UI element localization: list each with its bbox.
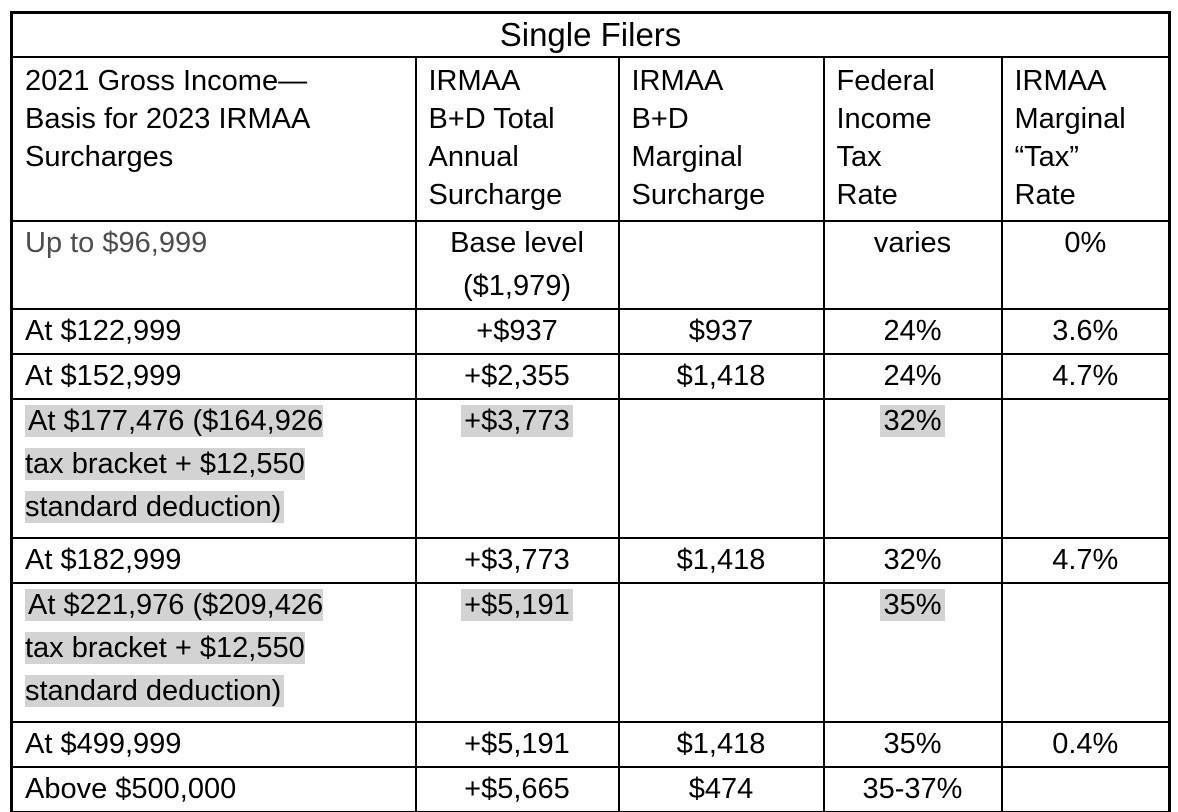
cell-income: At $152,999 [10, 353, 417, 400]
header-row: 2021 Gross Income— Basis for 2023 IRMAA … [10, 56, 1171, 222]
cell-fed-tax-rate: 32% [822, 537, 1003, 584]
column-header-irmaa-tax-rate: IRMAA Marginal “Tax” Rate [1000, 56, 1171, 222]
cell-fed-tax-rate: 35-37% [822, 766, 1003, 812]
table-row: At $221,976 ($209,426 tax bracket + $12,… [10, 582, 1171, 723]
cell-irmaa-tax-rate [1000, 766, 1171, 812]
cell-income: Above $500,000 [10, 766, 417, 812]
cell-irmaa-tax-rate [1000, 398, 1171, 539]
cell-irmaa-tax-rate: 0% [1000, 220, 1171, 310]
cell-fed-tax-rate: 24% [822, 353, 1003, 400]
cell-total-surcharge: +$3,773 [414, 537, 620, 584]
cell-total-surcharge: +$5,191 [414, 582, 620, 723]
cell-marginal-surcharge: $1,418 [617, 537, 825, 584]
table-row: At $177,476 ($164,926 tax bracket + $12,… [10, 398, 1171, 539]
highlighted-income-text: At $221,976 ($209,426 tax bracket + $12,… [25, 589, 324, 707]
cell-marginal-surcharge [617, 582, 825, 723]
table-row: At $499,999 +$5,191 $1,418 35% 0.4% [10, 721, 1171, 768]
cell-marginal-surcharge: $474 [617, 766, 825, 812]
cell-income: At $221,976 ($209,426 tax bracket + $12,… [10, 582, 417, 723]
table-title: Single Filers [10, 11, 1171, 58]
table-row: At $182,999 +$3,773 $1,418 32% 4.7% [10, 537, 1171, 584]
cell-marginal-surcharge: $1,418 [617, 721, 825, 768]
column-header-gross-income: 2021 Gross Income— Basis for 2023 IRMAA … [10, 56, 417, 222]
cell-irmaa-tax-rate: 4.7% [1000, 537, 1171, 584]
cell-irmaa-tax-rate [1000, 582, 1171, 723]
cell-income: At $499,999 [10, 721, 417, 768]
cell-income: At $177,476 ($164,926 tax bracket + $12,… [10, 398, 417, 539]
table-row: Above $500,000 +$5,665 $474 35-37% [10, 766, 1171, 812]
cell-total-surcharge: +$937 [414, 308, 620, 355]
cell-total-surcharge: +$3,773 [414, 398, 620, 539]
highlighted-surcharge-text: +$3,773 [461, 405, 573, 437]
cell-fed-tax-rate: varies [822, 220, 1003, 310]
cell-fed-tax-rate: 24% [822, 308, 1003, 355]
column-header-total-surcharge: IRMAA B+D Total Annual Surcharge [414, 56, 620, 222]
column-header-federal-tax-rate: Federal Income Tax Rate [822, 56, 1003, 222]
table-row: At $122,999 +$937 $937 24% 3.6% [10, 308, 1171, 355]
cell-marginal-surcharge [617, 398, 825, 539]
title-row: Single Filers [10, 11, 1171, 58]
table-row: At $152,999 +$2,355 $1,418 24% 4.7% [10, 353, 1171, 400]
cell-fed-tax-rate: 35% [822, 721, 1003, 768]
cell-irmaa-tax-rate: 4.7% [1000, 353, 1171, 400]
cell-marginal-surcharge: $1,418 [617, 353, 825, 400]
cell-total-surcharge: +$5,665 [414, 766, 620, 812]
table-row: Up to $96,999 Base level ($1,979) varies… [10, 220, 1171, 310]
cell-income: At $182,999 [10, 537, 417, 584]
muted-income-text: Up to $96,999 [25, 227, 208, 259]
cell-total-surcharge: +$2,355 [414, 353, 620, 400]
cell-irmaa-tax-rate: 3.6% [1000, 308, 1171, 355]
highlighted-income-text: At $177,476 ($164,926 tax bracket + $12,… [25, 405, 324, 523]
cell-total-surcharge: Base level ($1,979) [414, 220, 620, 310]
cell-fed-tax-rate: 35% [822, 582, 1003, 723]
cell-fed-tax-rate: 32% [822, 398, 1003, 539]
cell-marginal-surcharge: $937 [617, 308, 825, 355]
cell-irmaa-tax-rate: 0.4% [1000, 721, 1171, 768]
column-header-marginal-surcharge: IRMAA B+D Marginal Surcharge [617, 56, 825, 222]
cell-marginal-surcharge [617, 220, 825, 310]
cell-income: At $122,999 [10, 308, 417, 355]
irmaa-single-filers-table: Single Filers 2021 Gross Income— Basis f… [10, 11, 1172, 812]
cell-total-surcharge: +$5,191 [414, 721, 620, 768]
highlighted-surcharge-text: +$5,191 [461, 589, 573, 621]
highlighted-tax-rate-text: 35% [880, 589, 945, 621]
cell-income: Up to $96,999 [10, 220, 417, 310]
highlighted-tax-rate-text: 32% [880, 405, 945, 437]
